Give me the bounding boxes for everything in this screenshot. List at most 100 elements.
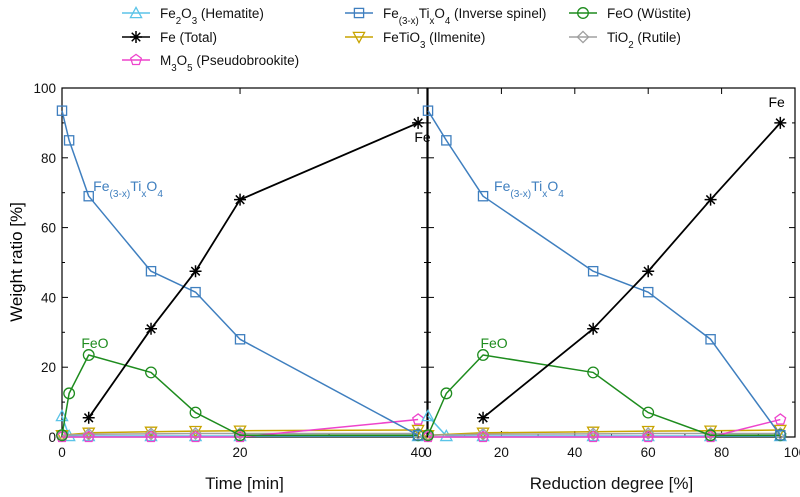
series-line-wustite (61, 354, 419, 436)
legend-marker-fe (130, 31, 142, 43)
legend-marker-rutile (576, 30, 590, 44)
data-point-hematite (421, 409, 435, 422)
data-point-pseudobrookite (144, 430, 158, 443)
data-point-pseudobrookite (421, 430, 435, 443)
series-wustite (422, 349, 787, 442)
legend-entry-wustite: FeO (Wüstite) (569, 6, 691, 21)
legend-entry-hematite: Fe2O3 (Hematite) (122, 6, 264, 27)
data-point-ilmenite (586, 426, 600, 439)
legend-marker-ilmenite (352, 31, 366, 44)
legend-label: FeO (Wüstite) (607, 6, 691, 21)
x-tick-label: 20 (494, 445, 509, 460)
x-axis-label: Time [min] (205, 474, 284, 493)
data-point-wustite (587, 366, 600, 379)
data-point-wustite (704, 429, 717, 442)
x-tick-label: 0 (424, 445, 432, 460)
legend-label: M3O5 (Pseudobrookite) (160, 53, 299, 74)
data-point-wustite (440, 387, 453, 400)
data-point-fe (412, 116, 425, 129)
data-point-pseudobrookite (412, 413, 425, 425)
x-tick-label: 40 (411, 445, 426, 460)
y-tick-label: 40 (41, 290, 56, 305)
data-point-spinel (83, 190, 94, 202)
data-point-hematite (144, 429, 158, 442)
data-point-hematite (586, 429, 600, 442)
data-point-spinel (234, 334, 246, 345)
data-point-spinel (56, 105, 68, 116)
series-hematite (421, 409, 788, 442)
data-point-wustite (63, 387, 76, 400)
series-line-fe (87, 122, 419, 419)
legend-marker-pseudobrookite (129, 53, 143, 66)
plot-frame (61, 87, 428, 438)
legend-entry-rutile: TiO2 (Rutile) (569, 30, 681, 51)
legend-marker-wustite (577, 7, 589, 19)
annotation-wustite: FeO (480, 335, 507, 351)
data-point-spinel (190, 286, 201, 298)
data-point-spinel (477, 190, 489, 202)
series-spinel (56, 105, 424, 441)
data-point-spinel (775, 430, 786, 441)
plot-frame (427, 87, 796, 438)
data-point-rutile (144, 427, 158, 441)
data-point-rutile (82, 427, 96, 441)
legend-label: Fe (Total) (160, 30, 217, 45)
legend-label: Fe(3-x)TixO4 (Inverse spinel) (383, 6, 546, 27)
data-point-fe (189, 265, 202, 278)
y-tick-label: 0 (48, 430, 56, 445)
x-tick-label: 100 (784, 445, 800, 460)
data-point-spinel (642, 286, 654, 298)
data-point-wustite (56, 429, 68, 442)
series-line-wustite (427, 354, 781, 436)
series-spinel (422, 105, 786, 441)
data-point-fe (82, 411, 95, 424)
data-point-wustite (189, 406, 202, 419)
series-line-spinel (61, 110, 419, 436)
data-point-fe (477, 411, 490, 424)
legend-entry-ilmenite: FeTiO3 (Ilmenite) (345, 30, 485, 51)
data-point-wustite (82, 349, 95, 361)
legend-entry-spinel: Fe(3-x)TixO4 (Inverse spinel) (345, 6, 546, 27)
data-point-pseudobrookite (82, 430, 95, 443)
x-axis-label: Reduction degree [%] (530, 474, 694, 493)
annotation-spinel: Fe(3-x)TixO4 (93, 178, 163, 200)
annotation-wustite: FeO (81, 335, 108, 351)
x-tick-label: 80 (714, 445, 729, 460)
annotation-spinel: Fe(3-x)TixO4 (494, 178, 564, 200)
data-point-pseudobrookite (774, 413, 787, 425)
x-tick-label: 20 (233, 445, 248, 460)
data-point-ilmenite (144, 426, 158, 439)
data-point-spinel (705, 334, 716, 345)
annotation-fe: Fe (768, 94, 785, 110)
data-point-fe (774, 116, 787, 129)
x-tick-label: 60 (641, 445, 656, 460)
data-point-rutile (641, 426, 655, 441)
legend-entry-fe: Fe (Total) (122, 30, 217, 45)
y-axis-label: Weight ratio [%] (7, 202, 26, 322)
series-line-ilmenite (427, 429, 781, 436)
data-point-fe (145, 322, 158, 335)
data-point-pseudobrookite (189, 430, 202, 443)
y-tick-label: 80 (41, 151, 56, 166)
legend: Fe2O3 (Hematite) Fe(3-x)TixO4 (Inverse sp… (122, 6, 691, 74)
data-point-spinel (441, 135, 452, 146)
data-point-wustite (477, 349, 490, 361)
data-point-wustite (642, 406, 655, 419)
data-point-rutile (189, 426, 203, 441)
data-point-rutile (476, 427, 490, 441)
data-point-fe (587, 322, 600, 335)
y-tick-label: 60 (41, 221, 56, 236)
series-fe (477, 116, 787, 424)
data-point-wustite (774, 429, 787, 442)
data-point-fe (704, 193, 717, 206)
series-line-spinel (427, 110, 781, 436)
x-tick-label: 40 (567, 445, 582, 460)
data-point-spinel (145, 265, 157, 277)
data-point-fe (234, 193, 247, 206)
legend-label: FeTiO3 (Ilmenite) (383, 30, 485, 51)
legend-marker-spinel (353, 7, 365, 19)
data-point-wustite (234, 429, 246, 442)
legend-marker-hematite (129, 6, 143, 19)
